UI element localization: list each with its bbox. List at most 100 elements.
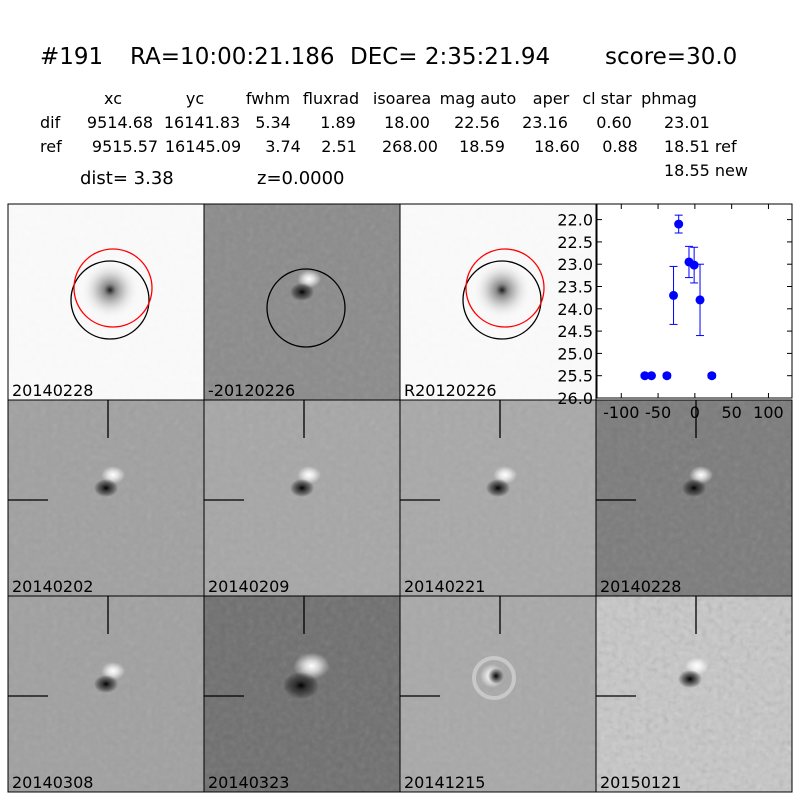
image-noise	[204, 400, 400, 596]
column-header: xc	[104, 89, 122, 108]
column-header: fluxrad	[303, 89, 359, 108]
cell: 268.00	[382, 137, 438, 156]
column-header: yc	[186, 89, 204, 108]
panel-label: 20140209	[208, 577, 289, 596]
aperture	[73, 248, 153, 328]
panel-label: 20141215	[404, 773, 485, 792]
image-panel: 20140308	[7, 595, 205, 793]
aperture	[70, 260, 150, 340]
ring	[472, 656, 516, 700]
source-dark	[283, 672, 319, 699]
cell: 22.56	[454, 113, 500, 132]
y-tick-label: 24.5	[557, 322, 593, 341]
source-dark	[486, 479, 510, 497]
point	[689, 260, 699, 270]
panel-label: -20120226	[208, 381, 295, 400]
x-tick-label: 50	[721, 403, 741, 422]
cell: 18.59	[459, 137, 505, 156]
point	[640, 371, 650, 381]
aperture	[465, 248, 545, 328]
source-dark	[94, 675, 118, 693]
image-noise	[8, 596, 204, 792]
dist: dist= 3.38	[80, 168, 174, 189]
table: xc yc fwhm fluxrad isoarea mag auto aper cl sta…	[40, 89, 737, 156]
image-panel: 20141215	[399, 595, 597, 793]
cell: 23.01	[664, 113, 710, 132]
cell: 18.60	[534, 137, 580, 156]
aperture	[266, 268, 346, 348]
source-dark	[678, 670, 702, 688]
cell: 2.51	[321, 137, 357, 156]
y-tick-label: 23.0	[557, 255, 593, 274]
x-tick-label: -100	[603, 403, 639, 422]
panels: 20140228 -20120226 R20120226 20140202 201402…	[7, 203, 793, 793]
source	[80, 260, 140, 320]
redshift: z=0.0000	[257, 168, 345, 189]
y-tick-label: 22.0	[557, 211, 593, 230]
point	[695, 295, 705, 305]
y-tick-label: 25.0	[557, 344, 593, 363]
y-tick-label: 22.5	[557, 233, 593, 252]
cell: 0.60	[596, 113, 632, 132]
y-tick-label: 26.0	[557, 389, 593, 408]
plot-area	[596, 203, 793, 399]
image-noise	[596, 596, 792, 792]
panel-frame	[595, 595, 793, 793]
column-header: cl star	[582, 89, 632, 108]
point	[707, 371, 717, 381]
image-panel: -20120226	[203, 203, 401, 401]
image-panel: 20140228	[7, 203, 205, 401]
image-panel: 20140209	[203, 399, 401, 597]
panel-label: 20140221	[404, 577, 485, 596]
score: score=30.0	[605, 44, 737, 70]
image-panel: R20120226	[399, 203, 597, 401]
image-panel: 20140221	[399, 399, 597, 597]
image-noise	[204, 204, 400, 400]
source	[472, 260, 532, 320]
source-dark	[290, 479, 314, 497]
ra: RA=10:00:21.186	[130, 44, 335, 70]
cell: 18.00	[384, 113, 430, 132]
image-panel: 20150121	[595, 595, 793, 793]
panel-label: 20140228	[12, 381, 93, 400]
image-noise	[596, 400, 792, 596]
column-header: isoarea	[373, 89, 431, 108]
image-panel: 20140323	[203, 595, 401, 793]
cell: 23.16	[522, 113, 568, 132]
panel-label: R20120226	[404, 381, 497, 400]
point	[662, 371, 672, 381]
cell: 16141.83	[164, 113, 240, 132]
point	[674, 219, 684, 229]
source-dark	[488, 668, 504, 684]
cell: 5.34	[255, 113, 291, 132]
cell: 1.89	[320, 113, 356, 132]
aperture	[462, 260, 542, 340]
panel-label: 20150121	[600, 773, 681, 792]
y-tick-label: 25.5	[557, 367, 593, 386]
panel-label: 20140323	[208, 773, 289, 792]
dec: DEC= 2:35:21.94	[350, 44, 550, 70]
point	[669, 290, 679, 300]
cell: 18.51 ref	[664, 137, 737, 156]
column-header: phmag	[641, 89, 697, 108]
y-tick-label: 24.0	[557, 300, 593, 319]
cell: 3.74	[265, 137, 301, 156]
image-noise	[8, 400, 204, 596]
y-tick-label: 23.5	[557, 278, 593, 297]
cell: 9514.68	[87, 113, 153, 132]
panel-label: 20140202	[12, 577, 93, 596]
point	[646, 371, 656, 381]
x-tick-label: 100	[753, 403, 784, 422]
cell: 0.88	[602, 137, 638, 156]
object-id: #191	[40, 44, 103, 70]
row-label: ref	[40, 137, 62, 156]
panel-label: 20140228	[600, 577, 681, 596]
column-header: fwhm	[246, 89, 290, 108]
cell: 16145.09	[165, 137, 241, 156]
image-noise	[400, 596, 596, 792]
x-tick-label: -50	[645, 403, 671, 422]
source-dark	[682, 479, 706, 497]
column-header: aper	[533, 89, 570, 108]
image-noise	[400, 400, 596, 596]
phmag-new: 18.55 new	[664, 161, 748, 180]
